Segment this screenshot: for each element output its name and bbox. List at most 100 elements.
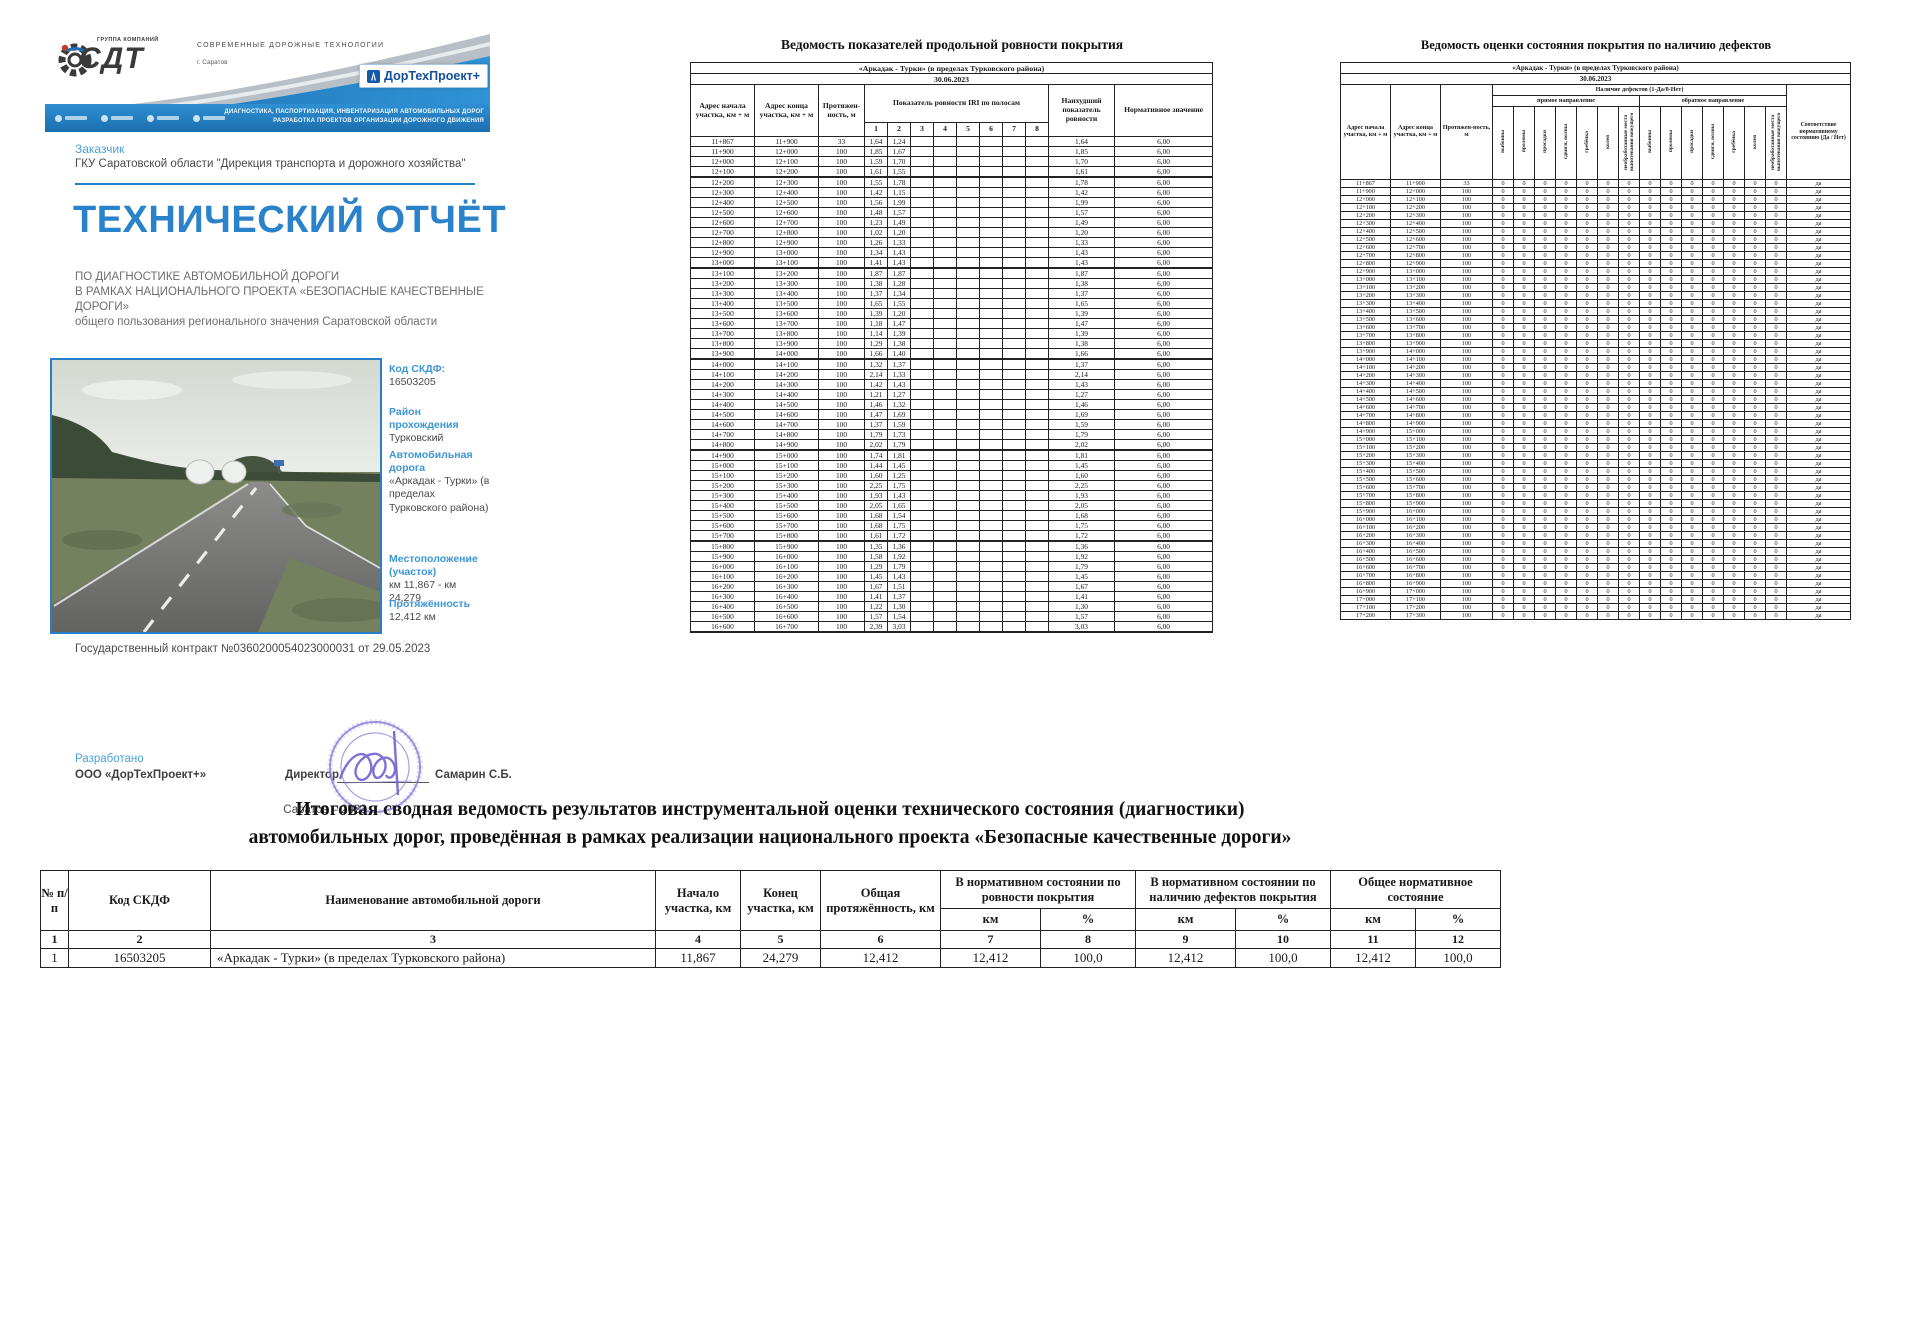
defects-cell: 13+700 bbox=[1390, 323, 1441, 332]
defects-cell: 0 bbox=[1597, 219, 1619, 228]
defects-cell: 0 bbox=[1660, 459, 1682, 468]
roughness-cell bbox=[933, 217, 957, 228]
roughness-cell bbox=[933, 611, 957, 622]
defects-cell: да bbox=[1785, 179, 1852, 188]
defects-cell: 0 bbox=[1513, 427, 1535, 436]
roughness-cell: 1,72 bbox=[1048, 530, 1115, 542]
defects-cell: 0 bbox=[1702, 507, 1724, 516]
defects-cell: 0 bbox=[1534, 587, 1556, 596]
defects-cell: 0 bbox=[1702, 395, 1724, 404]
defects-cell: 0 bbox=[1660, 451, 1682, 460]
defects-cell: 0 bbox=[1597, 259, 1619, 268]
info-district-value: Турковский bbox=[389, 432, 444, 445]
roughness-cell: 16+700 bbox=[754, 621, 819, 633]
defects-cell: 0 bbox=[1534, 467, 1556, 476]
defects-cell: 0 bbox=[1765, 547, 1787, 556]
defects-cell: 0 bbox=[1765, 419, 1787, 428]
defects-cell: 0 bbox=[1534, 395, 1556, 404]
defects-cell: 0 bbox=[1723, 363, 1745, 372]
roughness-cell: 12+900 bbox=[754, 237, 819, 248]
roughness-row: 16+500 16+600 100 1,57 1,54 1,57 6,00 bbox=[690, 611, 1214, 622]
defects-cell: 15+400 bbox=[1390, 459, 1441, 468]
roughness-cell bbox=[910, 298, 934, 309]
roughness-cell bbox=[1025, 490, 1049, 501]
roughness-cell: 1,74 bbox=[864, 449, 888, 461]
roughness-cell bbox=[910, 267, 934, 279]
defects-cell: 0 bbox=[1681, 419, 1703, 428]
roughness-cell bbox=[979, 217, 1003, 228]
direction-forward-header: прямое направление bbox=[1492, 95, 1640, 107]
defect-type-header: гребёнка bbox=[1576, 106, 1598, 180]
roughness-row: 15+200 15+300 100 2,25 1,75 2,25 6,00 bbox=[690, 480, 1214, 491]
summary-value: 12,412 bbox=[820, 948, 941, 968]
roughness-cell bbox=[956, 409, 980, 420]
defects-cell: 0 bbox=[1660, 307, 1682, 316]
defects-cell: 13+000 bbox=[1390, 267, 1441, 276]
roughness-row: 16+000 16+100 100 1,29 1,79 1,79 6,00 bbox=[690, 561, 1214, 572]
defects-cell: 14+300 bbox=[1390, 371, 1441, 380]
roughness-row: 12+000 12+100 100 1,59 1,70 1,70 6,00 bbox=[690, 156, 1214, 167]
defects-cell: 15+600 bbox=[1340, 483, 1391, 492]
roughness-cell bbox=[956, 530, 980, 542]
defects-cell: 0 bbox=[1534, 275, 1556, 284]
defects-cell: 0 bbox=[1555, 507, 1577, 516]
roughness-cell: 2,02 bbox=[864, 439, 888, 451]
defects-cell: 0 bbox=[1513, 563, 1535, 572]
roughness-cell: 13+100 bbox=[754, 257, 819, 269]
defects-cell: 0 bbox=[1618, 587, 1640, 596]
roughness-cell: 100 bbox=[818, 267, 865, 279]
defects-cell: 0 bbox=[1744, 515, 1766, 524]
defects-cell: 0 bbox=[1513, 515, 1535, 524]
roughness-cell bbox=[979, 146, 1003, 157]
defects-cell: 0 bbox=[1555, 539, 1577, 548]
defects-cell: 0 bbox=[1534, 219, 1556, 228]
defects-cell: 0 bbox=[1555, 355, 1577, 364]
roughness-cell: 1,69 bbox=[887, 409, 911, 420]
defects-cell: 0 bbox=[1513, 523, 1535, 532]
roughness-cell bbox=[910, 176, 934, 188]
roughness-row: 13+000 13+100 100 1,41 1,43 1,43 6,00 bbox=[690, 257, 1214, 269]
roughness-row: 12+200 12+300 100 1,55 1,78 1,78 6,00 bbox=[690, 176, 1214, 188]
services-text: ДИАГНОСТИКА, ПАСПОРТИЗАЦИЯ, ИНВЕНТАРИЗАЦ… bbox=[224, 108, 484, 126]
defects-cell: 0 bbox=[1681, 579, 1703, 588]
defects-cell: 0 bbox=[1723, 267, 1745, 276]
defect-type-header: колея bbox=[1597, 106, 1619, 180]
roughness-cell: 6,00 bbox=[1113, 308, 1214, 319]
defect-type-label: колея bbox=[1604, 134, 1611, 149]
defects-cell: 0 bbox=[1702, 603, 1724, 612]
roughness-cell: 15+500 bbox=[690, 510, 755, 521]
info-length: Протяжённость 12,412 км bbox=[389, 598, 490, 624]
roughness-cell: 6,00 bbox=[1113, 460, 1214, 471]
roughness-cell: 6,00 bbox=[1113, 369, 1214, 380]
defects-row: 13+300 13+400 100 0 0 0 0 0 0 0 0 0 0 0 0 0 0 да bbox=[1340, 299, 1852, 308]
defects-cell: 0 bbox=[1492, 355, 1514, 364]
defects-cell: 14+400 bbox=[1340, 387, 1391, 396]
defects-cell: 15+500 bbox=[1340, 475, 1391, 484]
defects-cell: 15+800 bbox=[1390, 491, 1441, 500]
roughness-cell: 1,51 bbox=[887, 581, 911, 592]
roughness-row: 14+000 14+100 100 1,32 1,37 1,37 6,00 bbox=[690, 358, 1214, 370]
roughness-cell: 15+300 bbox=[690, 490, 755, 501]
defects-cell: 0 bbox=[1660, 179, 1682, 188]
roughness-cell: 100 bbox=[818, 611, 865, 622]
roughness-cell bbox=[1002, 267, 1026, 279]
defects-cell: 14+100 bbox=[1390, 355, 1441, 364]
roughness-cell: 100 bbox=[818, 621, 865, 633]
defects-cell: 0 bbox=[1618, 459, 1640, 468]
defects-cell: 100 bbox=[1440, 571, 1493, 580]
roughness-cell bbox=[979, 480, 1003, 491]
defects-cell: 0 bbox=[1513, 419, 1535, 428]
defects-cell: 0 bbox=[1534, 331, 1556, 340]
summary-column-number: 5 bbox=[740, 930, 821, 949]
roughness-cell bbox=[1002, 278, 1026, 289]
defects-cell: 0 bbox=[1660, 571, 1682, 580]
defects-cell: 0 bbox=[1660, 595, 1682, 604]
defects-cell: 0 bbox=[1765, 339, 1787, 348]
defects-cell: да bbox=[1785, 451, 1852, 460]
defects-cell: 0 bbox=[1660, 475, 1682, 484]
roughness-cell bbox=[933, 551, 957, 562]
roughness-cell: 6,00 bbox=[1113, 611, 1214, 622]
defects-cell: 0 bbox=[1681, 195, 1703, 204]
defects-cell: 0 bbox=[1534, 291, 1556, 300]
roughness-cell bbox=[1002, 247, 1026, 258]
